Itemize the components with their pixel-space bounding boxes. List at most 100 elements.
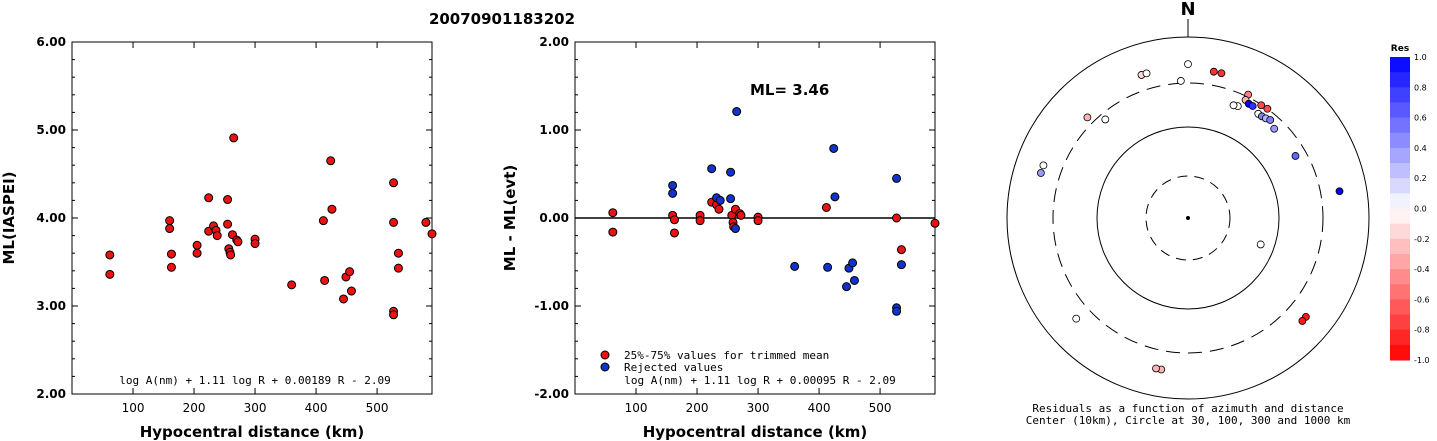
ml-data-point xyxy=(166,249,176,259)
ml-data-point xyxy=(393,248,403,258)
colorbar-tick-label: -1.0 xyxy=(1414,356,1430,365)
trimmed-residual-point xyxy=(753,216,763,226)
colorbar-cell xyxy=(1390,314,1410,331)
ml-data-point xyxy=(345,267,355,277)
colorbar-cell xyxy=(1390,87,1410,103)
colorbar-tick-label: 0.6 xyxy=(1414,114,1427,123)
x-tick-label: 200 xyxy=(183,401,206,415)
ml-data-point xyxy=(326,156,336,166)
residual-scatter-panel: 100 200 300 400 500 -2.00 -1.00 0.00 1.00 2.00 ML… xyxy=(501,35,940,441)
polar-residual-point xyxy=(1298,317,1307,325)
ml-data-point xyxy=(233,237,243,247)
figure-title: 20070901183202 xyxy=(429,10,575,28)
polar-residual-point xyxy=(1248,102,1257,110)
ml-plot-frame xyxy=(71,41,433,395)
colorbar-tick-label: 1.0 xyxy=(1414,53,1427,62)
ring-100km xyxy=(1096,126,1280,310)
colorbar-cell xyxy=(1390,193,1410,209)
ml-data-point xyxy=(165,224,175,234)
y-tick-label: -2.00 xyxy=(534,387,569,401)
x-tick-label: 400 xyxy=(808,401,831,415)
ml-xlabel: Hypocentral distance (km) xyxy=(140,423,365,441)
polar-residual-point xyxy=(1083,113,1092,122)
x-tick-label: 400 xyxy=(305,401,328,415)
ml-data-point xyxy=(223,219,233,229)
colorbar-cell xyxy=(1390,147,1410,164)
polar-residual-point xyxy=(1152,364,1160,373)
ml-data-point xyxy=(339,294,349,304)
polar-residual-point xyxy=(1257,101,1266,110)
ml-data-point xyxy=(223,195,233,205)
ml-formula: log A(nm) + 1.11 log R + 0.00189 R - 2.0… xyxy=(119,374,391,387)
residual-ylabel: ML - ML(evt) xyxy=(501,165,519,271)
polar-residual-point xyxy=(1335,187,1344,196)
ml-data-point xyxy=(327,204,337,214)
polar-residual-point xyxy=(1263,104,1272,113)
colorbar-cell xyxy=(1390,253,1410,270)
rejected-residual-point xyxy=(892,173,902,183)
polar-residual-point xyxy=(1266,116,1275,124)
rejected-residual-point xyxy=(849,275,859,285)
x-tick-label: 300 xyxy=(747,401,770,415)
ml-data-point xyxy=(346,286,356,296)
colorbar-cell xyxy=(1390,102,1410,119)
x-tick-label: 100 xyxy=(122,401,145,415)
polar-residual-point xyxy=(1291,152,1300,160)
colorbar-cell xyxy=(1390,72,1410,88)
x-tick-label: 300 xyxy=(244,401,267,415)
trimmed-residual-point xyxy=(608,208,618,218)
trimmed-residual-point xyxy=(896,245,906,255)
trimmed-residual-point xyxy=(695,216,705,226)
colorbar-tick-label: -0.4 xyxy=(1414,265,1430,274)
colorbar-tick-label: 0.0 xyxy=(1414,205,1427,214)
trimmed-residual-point xyxy=(669,228,679,238)
ml-data-point xyxy=(212,231,222,241)
rejected-residual-point xyxy=(829,143,839,153)
residual-xlabel: Hypocentral distance (km) xyxy=(643,423,868,441)
ml-data-point xyxy=(204,193,214,203)
trimmed-residual-point xyxy=(714,204,724,214)
colorbar-cell xyxy=(1390,344,1410,361)
ml-data-point xyxy=(287,280,297,290)
residual-formula: log A(nm) + 1.11 log R + 0.00095 R - 2.0… xyxy=(624,374,896,387)
colorbar-cell xyxy=(1390,178,1410,194)
polar-residual-panel: N Residuals as a function of azimuth and… xyxy=(1006,0,1370,427)
colorbar-title: Res xyxy=(1391,44,1409,54)
polar-residual-point xyxy=(1229,101,1238,110)
colorbar-cell xyxy=(1390,269,1410,285)
residual-colorbar: Res 1.0 0.8 0.6 0.4 0.2 0.0 -0.2 -0.4 -0.6 -0.8 -1… xyxy=(1390,44,1430,365)
x-tick-label: 500 xyxy=(366,401,389,415)
colorbar-tick-label: -0.2 xyxy=(1414,235,1430,244)
colorbar-tick-label: 0.2 xyxy=(1414,174,1427,183)
trimmed-residual-point xyxy=(669,215,679,225)
trimmed-residual-point xyxy=(930,218,940,228)
rejected-residual-point xyxy=(715,195,725,205)
x-tick-label: 500 xyxy=(869,401,892,415)
colorbar-tick-label: -0.6 xyxy=(1414,295,1430,304)
ml-data-point xyxy=(320,275,330,285)
colorbar-cell xyxy=(1390,208,1410,225)
ml-data-point xyxy=(166,262,176,272)
y-tick-label: 5.00 xyxy=(36,123,66,137)
rejected-residual-point xyxy=(830,192,840,202)
ring-30km xyxy=(1145,175,1231,261)
rejected-residual-point xyxy=(892,306,902,316)
y-tick-label: 6.00 xyxy=(36,35,66,49)
colorbar-tick-label: 0.8 xyxy=(1414,83,1427,92)
ml-data-point xyxy=(105,269,115,279)
polar-residual-point xyxy=(1184,60,1192,69)
polar-residual-point xyxy=(1209,67,1218,76)
ml-data-point xyxy=(226,250,236,260)
trimmed-residual-point xyxy=(608,227,618,237)
center-dot xyxy=(1186,216,1190,220)
ml-event-annotation: ML= 3.46 xyxy=(750,81,829,99)
y-tick-label: -1.00 xyxy=(534,299,569,313)
x-tick-label: 200 xyxy=(686,401,709,415)
ml-data-point xyxy=(427,229,437,239)
ml-data-point xyxy=(105,250,115,260)
polar-residual-point xyxy=(1176,77,1185,85)
polar-caption-2: Center (10km), Circle at 30, 100, 300 an… xyxy=(1026,414,1351,427)
y-tick-label: 3.00 xyxy=(36,299,66,313)
y-tick-label: 2.00 xyxy=(36,387,66,401)
